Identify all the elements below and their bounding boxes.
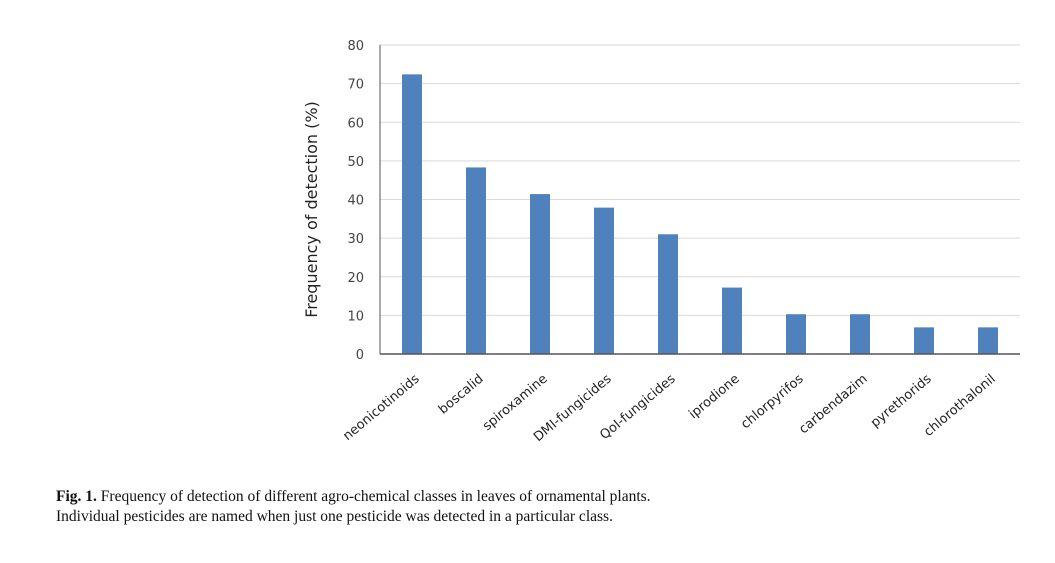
- x-category-label: spiroxamine: [480, 372, 550, 435]
- y-tick-label: 20: [347, 271, 364, 286]
- caption-text: Frequency of detection of different agro…: [96, 488, 651, 505]
- x-category-label: boscalid: [436, 372, 487, 418]
- figure-caption: Fig. 1. Frequency of detection of differ…: [56, 487, 1016, 527]
- caption-line-1: Fig. 1. Frequency of detection of differ…: [56, 487, 1016, 507]
- bar: [466, 167, 486, 354]
- bar: [530, 194, 550, 354]
- y-tick-label: 0: [356, 348, 364, 363]
- y-tick-label: 10: [347, 309, 364, 324]
- y-tick-labels: 0 10 20 30 40 50 60 70 80: [347, 39, 364, 363]
- x-category-label: chlorpyrifos: [738, 371, 806, 432]
- bar: [594, 207, 614, 354]
- y-axis-title: Frequency of detection (%): [302, 101, 321, 318]
- caption-figure-number: Fig. 1.: [56, 488, 97, 505]
- x-category-labels: neonicotinoids boscalidspiroxamineDMI-fun…: [340, 371, 998, 445]
- x-category-label: carbendazim: [796, 372, 870, 438]
- bar: [402, 74, 422, 354]
- bar-chart: 0 10 20 30 40 50 60 70 80 neonicotinoids boscalid…: [302, 39, 1020, 445]
- bar: [914, 327, 934, 354]
- x-category-label: pyrethorids: [868, 371, 935, 430]
- caption-line-2: Individual pesticides are named when jus…: [56, 508, 613, 525]
- x-category-label: iprodione: [686, 372, 742, 423]
- y-tick-label: 60: [347, 116, 364, 131]
- bars: [402, 74, 998, 354]
- bar: [722, 287, 742, 354]
- y-tick-label: 40: [347, 194, 364, 209]
- y-tick-label: 70: [347, 78, 364, 93]
- x-category-label: neonicotinoids: [340, 371, 422, 443]
- y-tick-label: 50: [347, 155, 364, 170]
- bar: [658, 234, 678, 354]
- y-tick-label: 30: [347, 232, 364, 247]
- bar: [978, 327, 998, 354]
- y-tick-label: 80: [347, 39, 364, 54]
- bar: [786, 314, 806, 354]
- bar: [850, 314, 870, 354]
- axes: [379, 45, 1020, 355]
- gridlines: [380, 44, 1020, 316]
